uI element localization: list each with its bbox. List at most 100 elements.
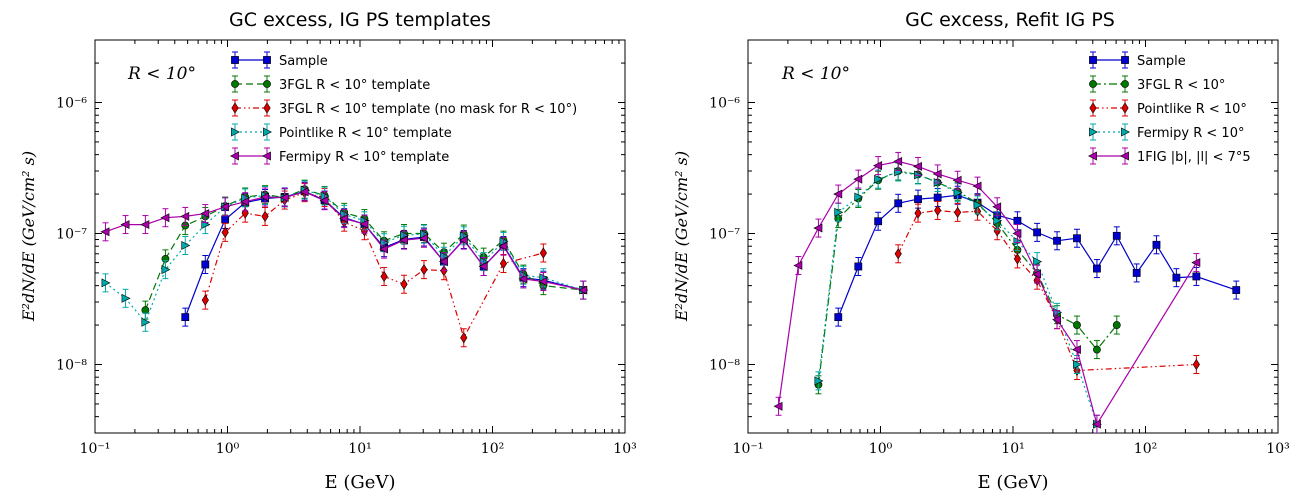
data-point xyxy=(874,174,884,184)
data-point xyxy=(1093,264,1101,273)
x-tick-label: 10¹ xyxy=(1001,441,1024,457)
data-point xyxy=(1132,269,1141,277)
data-point xyxy=(993,225,1001,237)
legend-entry: Pointlike R < 10° xyxy=(1137,102,1247,117)
legend-entry: Fermipy R < 10° xyxy=(1137,126,1244,141)
data-point xyxy=(933,193,942,202)
legend-marker xyxy=(1089,127,1098,137)
legend-marker xyxy=(1121,56,1129,64)
x-tick-label: 10² xyxy=(1134,441,1157,457)
data-point xyxy=(1192,358,1200,371)
data-point xyxy=(279,193,289,203)
series-4 xyxy=(773,151,1201,433)
data-point xyxy=(932,169,942,179)
legend-entry: 3FGL R < 10° template (no mask for R < 1… xyxy=(279,102,577,117)
legend-marker xyxy=(1121,80,1129,88)
data-point xyxy=(1192,272,1201,281)
data-point xyxy=(1112,321,1121,329)
data-point xyxy=(1172,273,1181,282)
x-tick-label: 10⁰ xyxy=(216,441,240,457)
legend-marker xyxy=(1089,102,1097,114)
panel-title: GC excess, Refit IG PS xyxy=(905,9,1115,31)
x-tick-label: 10³ xyxy=(613,441,636,457)
data-point xyxy=(180,211,190,221)
x-tick-label: 10¹ xyxy=(348,441,371,457)
data-point xyxy=(518,274,528,284)
data-point xyxy=(221,215,230,224)
legend-entry: Sample xyxy=(1137,54,1186,69)
data-point xyxy=(160,213,170,223)
data-point xyxy=(814,376,824,386)
y-tick-label: 10⁻⁶ xyxy=(56,96,87,112)
data-point xyxy=(874,217,883,226)
data-point xyxy=(1013,253,1022,265)
data-point xyxy=(339,214,349,224)
data-point xyxy=(853,174,863,184)
data-point xyxy=(578,285,588,295)
data-point xyxy=(438,257,448,267)
legend-entry: Fermipy R < 10° template xyxy=(279,150,449,165)
legend-entry: Pointlike R < 10° template xyxy=(279,126,452,141)
data-point xyxy=(121,293,131,303)
legend-entry: 1FIG |b|, |l| < 7°5 xyxy=(1137,150,1251,165)
data-point xyxy=(1073,360,1082,369)
series-line xyxy=(897,209,1197,372)
x-tick-label: 10⁻¹ xyxy=(80,441,111,457)
plot-frame xyxy=(747,39,1279,434)
data-point xyxy=(181,241,191,250)
data-point xyxy=(873,161,883,171)
data-point xyxy=(954,206,962,218)
axis-ticks: 10⁻¹ 10⁰ 10¹ 10² 10³ 10⁻⁸ 10⁻⁷ 10⁻⁶ xyxy=(709,39,1290,457)
data-point xyxy=(539,247,547,259)
panel-left: GC excess, IG PS templates 10⁻¹ 10⁰ 10¹ 10²… xyxy=(19,9,637,493)
data-point xyxy=(973,200,983,210)
legend-marker xyxy=(263,56,271,64)
legend-marker xyxy=(1120,151,1129,161)
series-line xyxy=(204,192,544,340)
data-point xyxy=(299,187,309,197)
legend-marker xyxy=(1088,151,1097,161)
data-point xyxy=(260,192,269,202)
series-1 xyxy=(141,179,588,320)
data-point xyxy=(100,227,110,237)
x-tick-label: 10⁻¹ xyxy=(733,441,764,457)
data-point xyxy=(1112,231,1121,240)
data-point xyxy=(993,216,1003,226)
y-tick-label: 10⁻⁸ xyxy=(56,358,87,374)
legend-marker xyxy=(231,127,240,137)
data-point xyxy=(914,207,922,219)
y-tick-label: 10⁻⁶ xyxy=(709,96,740,112)
panel-title: GC excess, IG PS templates xyxy=(229,9,491,31)
data-point xyxy=(813,223,823,233)
data-point xyxy=(101,278,111,288)
legend-marker xyxy=(1121,102,1129,114)
data-point xyxy=(854,262,863,271)
data-point xyxy=(1091,419,1101,429)
data-point xyxy=(1073,321,1081,329)
data-point xyxy=(400,278,408,290)
legend-marker xyxy=(231,56,239,64)
data-point xyxy=(478,262,488,271)
data-point xyxy=(141,317,151,327)
data-point xyxy=(498,241,508,251)
x-tick-label: 10⁰ xyxy=(869,441,893,457)
series-4 xyxy=(100,182,588,300)
x-tick-label: 10² xyxy=(481,441,504,457)
data-point xyxy=(240,197,250,207)
data-point xyxy=(893,156,903,166)
series-line xyxy=(144,188,584,311)
data-point xyxy=(1232,286,1241,294)
data-point xyxy=(201,294,209,306)
series-line xyxy=(817,170,1118,385)
legend-marker xyxy=(231,80,239,88)
series-2 xyxy=(201,183,547,348)
data-point xyxy=(913,162,922,171)
y-tick-label: 10⁻⁷ xyxy=(709,227,740,243)
data-point xyxy=(140,220,150,230)
data-point xyxy=(834,207,844,217)
y-axis-label: E²dN/dE (GeV/cm² s) xyxy=(672,151,691,322)
legend-entry: 3FGL R < 10° xyxy=(1137,78,1225,93)
legend-marker xyxy=(1089,80,1097,88)
data-point xyxy=(379,244,388,254)
